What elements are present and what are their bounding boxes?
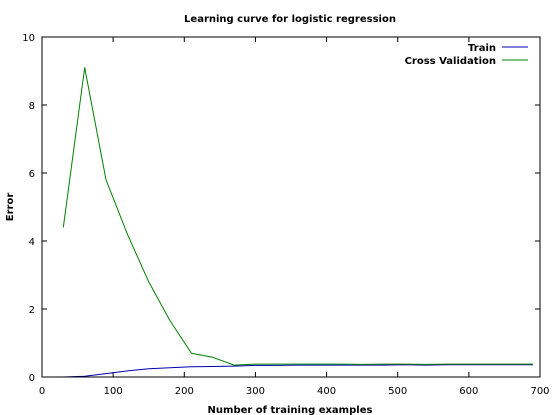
x-tick-label: 500 xyxy=(388,386,407,397)
series-lines xyxy=(62,67,533,378)
x-tick-label: 200 xyxy=(175,386,194,397)
series-line-cross-validation xyxy=(62,67,533,366)
plot-frame xyxy=(41,36,541,378)
legend-label-cross-validation: Cross Validation xyxy=(405,56,496,67)
legend-label-train: Train xyxy=(468,43,496,54)
y-axis-label: Error xyxy=(5,193,16,222)
y-tick-label: 10 xyxy=(22,33,35,44)
y-tick-label: 8 xyxy=(29,101,35,112)
x-tick-label: 300 xyxy=(246,386,265,397)
x-tick-label: 0 xyxy=(39,386,45,397)
x-tick-label: 100 xyxy=(104,386,123,397)
y-tick-label: 6 xyxy=(29,169,35,180)
y-tick-label: 0 xyxy=(29,373,35,384)
series-line-train xyxy=(63,364,533,378)
x-tick-label: 700 xyxy=(530,386,549,397)
y-tick-label: 2 xyxy=(29,305,35,316)
x-axis-label: Number of training examples xyxy=(208,405,373,415)
chart-title: Learning curve for logistic regression xyxy=(184,14,396,25)
x-tick-label: 600 xyxy=(459,386,478,397)
x-tick-label: 400 xyxy=(317,386,336,397)
legend: Train Cross Validation xyxy=(405,43,528,67)
y-tick-label: 4 xyxy=(29,237,35,248)
